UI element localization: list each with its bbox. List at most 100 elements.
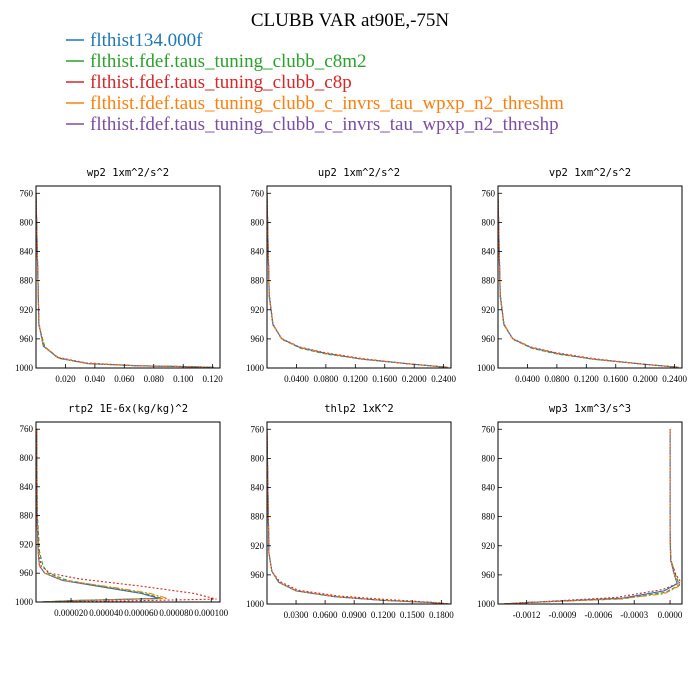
x-tick-label-4-2: 0.0900 xyxy=(342,610,367,620)
y-tick-label-5-6: 1000 xyxy=(477,599,496,609)
x-tick-label-5-4: 0.0000 xyxy=(658,610,683,620)
series-line-4-1 xyxy=(267,429,450,604)
series-line-1-4 xyxy=(267,193,448,368)
series-line-0-0 xyxy=(36,193,213,368)
x-tick-label-2-4: 0.2000 xyxy=(633,374,658,384)
y-tick-label-2-6: 1000 xyxy=(477,363,496,373)
panel-5: wp3 1xm^3/s^3 760 800 840 880 920 960 1000 -0.00… xyxy=(477,403,683,620)
y-tick-label-4-5: 960 xyxy=(251,570,265,580)
series-line-1-2 xyxy=(267,193,447,368)
panel-title-3: rtp2 1E-6x(kg/kg)^2 xyxy=(68,403,188,415)
x-tick-label-1-1: 0.0800 xyxy=(314,374,339,384)
series-line-0-1 xyxy=(36,193,215,368)
y-tick-label-2-2: 840 xyxy=(482,247,496,257)
y-tick-label-5-4: 920 xyxy=(482,541,496,551)
y-tick-label-3-4: 920 xyxy=(20,539,34,549)
x-tick-label-3-3: 0.000080 xyxy=(159,608,193,618)
panels: wp2 1xm^2/s^2 760 800 840 880 920 960 1000 0.020… xyxy=(15,167,688,620)
y-tick-label-3-1: 800 xyxy=(20,453,34,463)
y-tick-label-0-2: 840 xyxy=(20,247,34,257)
series-line-5-2 xyxy=(502,429,682,604)
y-tick-label-3-2: 840 xyxy=(20,482,34,492)
legend-entry-0: flthist134.000f xyxy=(90,30,203,51)
y-tick-label-1-1: 800 xyxy=(251,217,265,227)
y-tick-label-4-1: 800 xyxy=(251,453,265,463)
y-tick-label-5-5: 960 xyxy=(482,570,496,580)
plot-frame-5 xyxy=(497,421,683,605)
x-tick-label-0-1: 0.040 xyxy=(85,374,106,384)
series-line-3-2 xyxy=(36,429,217,602)
x-tick-label-0-4: 0.100 xyxy=(173,374,194,384)
figure-title: CLUBB VAR at90E,-75N xyxy=(251,10,450,31)
x-tick-label-3-4: 0.000100 xyxy=(194,608,228,618)
x-tick-label-0-3: 0.080 xyxy=(144,374,165,384)
x-tick-label-5-3: -0.0003 xyxy=(620,610,648,620)
panel-1: up2 1xm^2/s^2 760 800 840 880 920 960 1000 0.040… xyxy=(246,167,457,384)
x-tick-label-0-0: 0.020 xyxy=(55,374,76,384)
x-tick-label-4-0: 0.0300 xyxy=(284,610,309,620)
series-line-1-0 xyxy=(267,193,448,368)
y-tick-label-0-5: 960 xyxy=(20,334,34,344)
series-line-4-0 xyxy=(267,429,447,604)
y-tick-label-2-5: 960 xyxy=(482,334,496,344)
legend-entry-3: flthist.fdef.taus_tuning_clubb_c_invrs_t… xyxy=(90,93,564,114)
panel-0: wp2 1xm^2/s^2 760 800 840 880 920 960 1000 0.020… xyxy=(15,167,223,384)
series-line-3-3 xyxy=(36,429,168,602)
y-tick-label-0-1: 800 xyxy=(20,217,34,227)
panel-3: rtp2 1E-6x(kg/kg)^2 760 800 840 880 920 960 100… xyxy=(15,403,229,618)
legend: flthist134.000fflthist.fdef.taus_tuning_… xyxy=(66,30,564,135)
x-tick-label-5-1: -0.0009 xyxy=(549,610,577,620)
y-tick-label-0-6: 1000 xyxy=(15,363,34,373)
panel-title-5: wp3 1xm^3/s^3 xyxy=(549,403,631,415)
series-line-2-4 xyxy=(498,193,679,368)
x-tick-label-4-1: 0.0600 xyxy=(313,610,338,620)
y-tick-label-4-3: 880 xyxy=(251,512,265,522)
y-tick-label-2-0: 760 xyxy=(482,188,496,198)
y-tick-label-1-5: 960 xyxy=(251,334,265,344)
series-line-0-2 xyxy=(36,193,210,368)
y-tick-label-4-0: 760 xyxy=(251,424,265,434)
plot-frame-3 xyxy=(35,421,221,603)
legend-entry-1: flthist.fdef.taus_tuning_clubb_c8m2 xyxy=(90,51,367,72)
y-tick-label-3-6: 1000 xyxy=(15,597,34,607)
series-line-4-3 xyxy=(267,429,449,604)
y-tick-label-1-0: 760 xyxy=(251,188,265,198)
x-tick-label-5-0: -0.0012 xyxy=(513,610,541,620)
y-tick-label-4-2: 840 xyxy=(251,483,265,493)
y-tick-label-3-5: 960 xyxy=(20,568,34,578)
legend-entry-2: flthist.fdef.taus_tuning_clubb_c8p xyxy=(90,72,352,93)
y-tick-label-4-4: 920 xyxy=(251,541,265,551)
y-tick-label-0-3: 880 xyxy=(20,276,34,286)
series-line-0-4 xyxy=(36,193,216,368)
panel-title-0: wp2 1xm^2/s^2 xyxy=(87,167,169,179)
y-tick-label-0-4: 920 xyxy=(20,305,34,315)
x-tick-label-2-1: 0.0800 xyxy=(545,374,570,384)
series-line-1-1 xyxy=(267,193,449,368)
series-line-2-1 xyxy=(498,193,680,368)
series-line-2-3 xyxy=(498,193,679,368)
y-tick-label-0-0: 760 xyxy=(20,188,34,198)
x-tick-label-3-2: 0.000060 xyxy=(124,608,158,618)
series-line-4-4 xyxy=(267,429,447,604)
x-tick-label-0-5: 0.120 xyxy=(203,374,224,384)
plot-frame-0 xyxy=(35,185,221,369)
y-tick-label-5-1: 800 xyxy=(482,453,496,463)
plot-frame-2 xyxy=(497,185,683,369)
x-tick-label-3-1: 0.000040 xyxy=(89,608,123,618)
x-tick-label-0-2: 0.060 xyxy=(114,374,135,384)
x-tick-label-2-0: 0.0400 xyxy=(515,374,540,384)
series-line-3-1 xyxy=(36,429,163,602)
panel-title-2: vp2 1xm^2/s^2 xyxy=(549,167,631,179)
y-tick-label-4-6: 1000 xyxy=(246,599,265,609)
plot-frame-1 xyxy=(266,185,452,369)
x-tick-label-1-4: 0.2000 xyxy=(402,374,427,384)
series-line-5-4 xyxy=(500,429,678,604)
x-tick-label-1-0: 0.0400 xyxy=(284,374,309,384)
series-line-4-2 xyxy=(267,429,450,604)
x-tick-label-2-2: 0.1200 xyxy=(574,374,599,384)
y-tick-label-5-0: 760 xyxy=(482,424,496,434)
x-tick-label-1-3: 0.1600 xyxy=(372,374,397,384)
series-line-0-3 xyxy=(36,193,213,368)
x-tick-label-1-2: 0.1200 xyxy=(343,374,368,384)
x-tick-label-4-5: 0.1800 xyxy=(429,610,454,620)
